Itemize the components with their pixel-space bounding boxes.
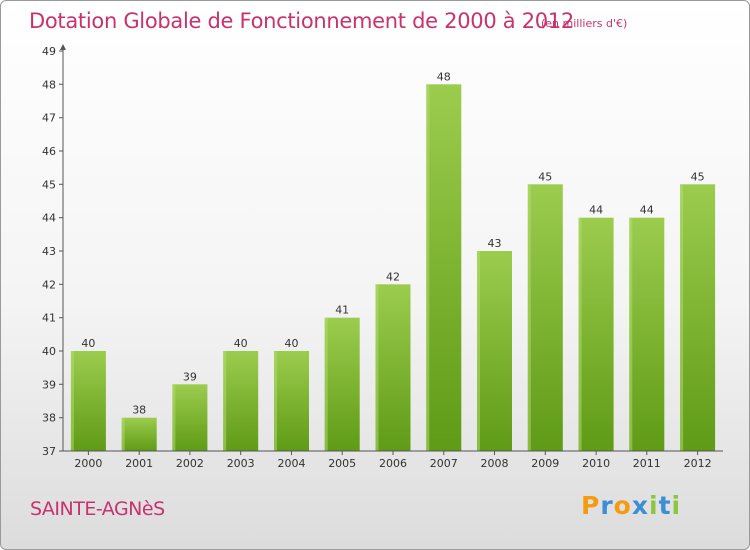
data-label-2001: 38 bbox=[132, 404, 146, 417]
chart-subtitle: (en milliers d'€) bbox=[541, 17, 628, 30]
data-label-2011: 44 bbox=[640, 204, 654, 217]
bar-2005 bbox=[324, 317, 360, 451]
bar-highlight-2009 bbox=[527, 184, 531, 452]
logo-letter-3: x bbox=[631, 491, 649, 520]
x-tick-label-2002: 2002 bbox=[176, 457, 204, 470]
bar-2003 bbox=[223, 351, 259, 451]
bar-highlight-2002 bbox=[172, 384, 176, 451]
commune-name: SAINTE-AGNèS bbox=[30, 498, 165, 520]
y-tick-label-37: 37 bbox=[42, 445, 56, 458]
logo-letter-1: r bbox=[600, 491, 614, 520]
logo-letter-2: o bbox=[613, 491, 632, 520]
chart-title: Dotation Globale de Fonctionnement de 20… bbox=[29, 9, 574, 33]
x-tick-label-2009: 2009 bbox=[531, 457, 559, 470]
x-tick-label-2010: 2010 bbox=[582, 457, 610, 470]
bar-highlight-2011 bbox=[629, 217, 633, 451]
proxiti-logo[interactable]: Proxiti bbox=[581, 491, 681, 520]
x-tick-label-2004: 2004 bbox=[278, 457, 306, 470]
y-tick-label-49: 49 bbox=[42, 45, 56, 58]
x-tick-label-2005: 2005 bbox=[328, 457, 356, 470]
bar-2007 bbox=[426, 84, 462, 452]
x-tick-label-2006: 2006 bbox=[379, 457, 407, 470]
bar-highlight-2010 bbox=[578, 217, 582, 451]
data-label-2008: 43 bbox=[488, 237, 502, 250]
bar-2000 bbox=[70, 351, 106, 451]
bar-highlight-2007 bbox=[426, 84, 430, 452]
x-tick-label-2011: 2011 bbox=[633, 457, 661, 470]
data-label-2006: 42 bbox=[386, 270, 400, 283]
y-tick-label-47: 47 bbox=[42, 112, 56, 125]
bar-2002 bbox=[172, 384, 208, 451]
bar-2008 bbox=[477, 251, 512, 451]
y-tick-label-45: 45 bbox=[42, 178, 56, 191]
y-tick-label-43: 43 bbox=[42, 245, 56, 258]
bar-2001 bbox=[121, 417, 157, 451]
x-tick-label-2003: 2003 bbox=[227, 457, 255, 470]
bar-2004 bbox=[274, 351, 309, 451]
bar-2006 bbox=[375, 284, 411, 451]
y-tick-label-48: 48 bbox=[42, 78, 56, 91]
logo-letter-5: t bbox=[658, 491, 672, 520]
x-tick-label-2012: 2012 bbox=[684, 457, 712, 470]
logo-letter-6: i bbox=[671, 491, 682, 520]
data-label-2004: 40 bbox=[285, 337, 299, 350]
y-tick-label-40: 40 bbox=[42, 345, 56, 358]
bar-2009 bbox=[527, 184, 563, 452]
y-tick-label-38: 38 bbox=[42, 412, 56, 425]
data-label-2005: 41 bbox=[335, 304, 349, 317]
data-label-2000: 40 bbox=[81, 337, 95, 350]
data-label-2002: 39 bbox=[183, 370, 197, 383]
x-tick-label-2001: 2001 bbox=[125, 457, 153, 470]
y-tick-label-46: 46 bbox=[42, 145, 56, 158]
x-tick-label-2008: 2008 bbox=[481, 457, 509, 470]
data-label-2010: 44 bbox=[589, 204, 603, 217]
y-tick-label-39: 39 bbox=[42, 378, 56, 391]
bar-highlight-2003 bbox=[223, 351, 227, 451]
logo-letter-0: P bbox=[581, 491, 601, 520]
y-axis-arrow bbox=[60, 44, 66, 50]
logo-letter-4: i bbox=[649, 491, 659, 520]
y-tick-label-44: 44 bbox=[42, 212, 56, 225]
x-tick-label-2000: 2000 bbox=[74, 457, 102, 470]
bar-2011 bbox=[629, 217, 665, 451]
data-label-2003: 40 bbox=[234, 337, 248, 350]
data-label-2012: 45 bbox=[691, 170, 705, 183]
bar-highlight-2008 bbox=[477, 251, 480, 451]
data-label-2007: 48 bbox=[437, 70, 451, 83]
bar-highlight-2006 bbox=[375, 284, 379, 451]
axes-group bbox=[59, 44, 723, 455]
y-tick-label-42: 42 bbox=[42, 278, 56, 291]
bar-2010 bbox=[578, 217, 614, 451]
x-tick-label-2007: 2007 bbox=[430, 457, 458, 470]
bar-highlight-2012 bbox=[680, 184, 684, 452]
bar-highlight-2005 bbox=[324, 317, 328, 451]
bar-highlight-2001 bbox=[121, 417, 125, 451]
bar-highlight-2004 bbox=[274, 351, 277, 451]
bar-2012 bbox=[680, 184, 716, 452]
labels-group: 40 2000 38 2001 39 2002 40 2003 40 2004 41 2005 42 20… bbox=[42, 45, 712, 470]
data-label-2009: 45 bbox=[538, 170, 552, 183]
bar-highlight-2000 bbox=[70, 351, 74, 451]
bars-group bbox=[70, 84, 716, 452]
y-tick-label-41: 41 bbox=[42, 312, 56, 325]
